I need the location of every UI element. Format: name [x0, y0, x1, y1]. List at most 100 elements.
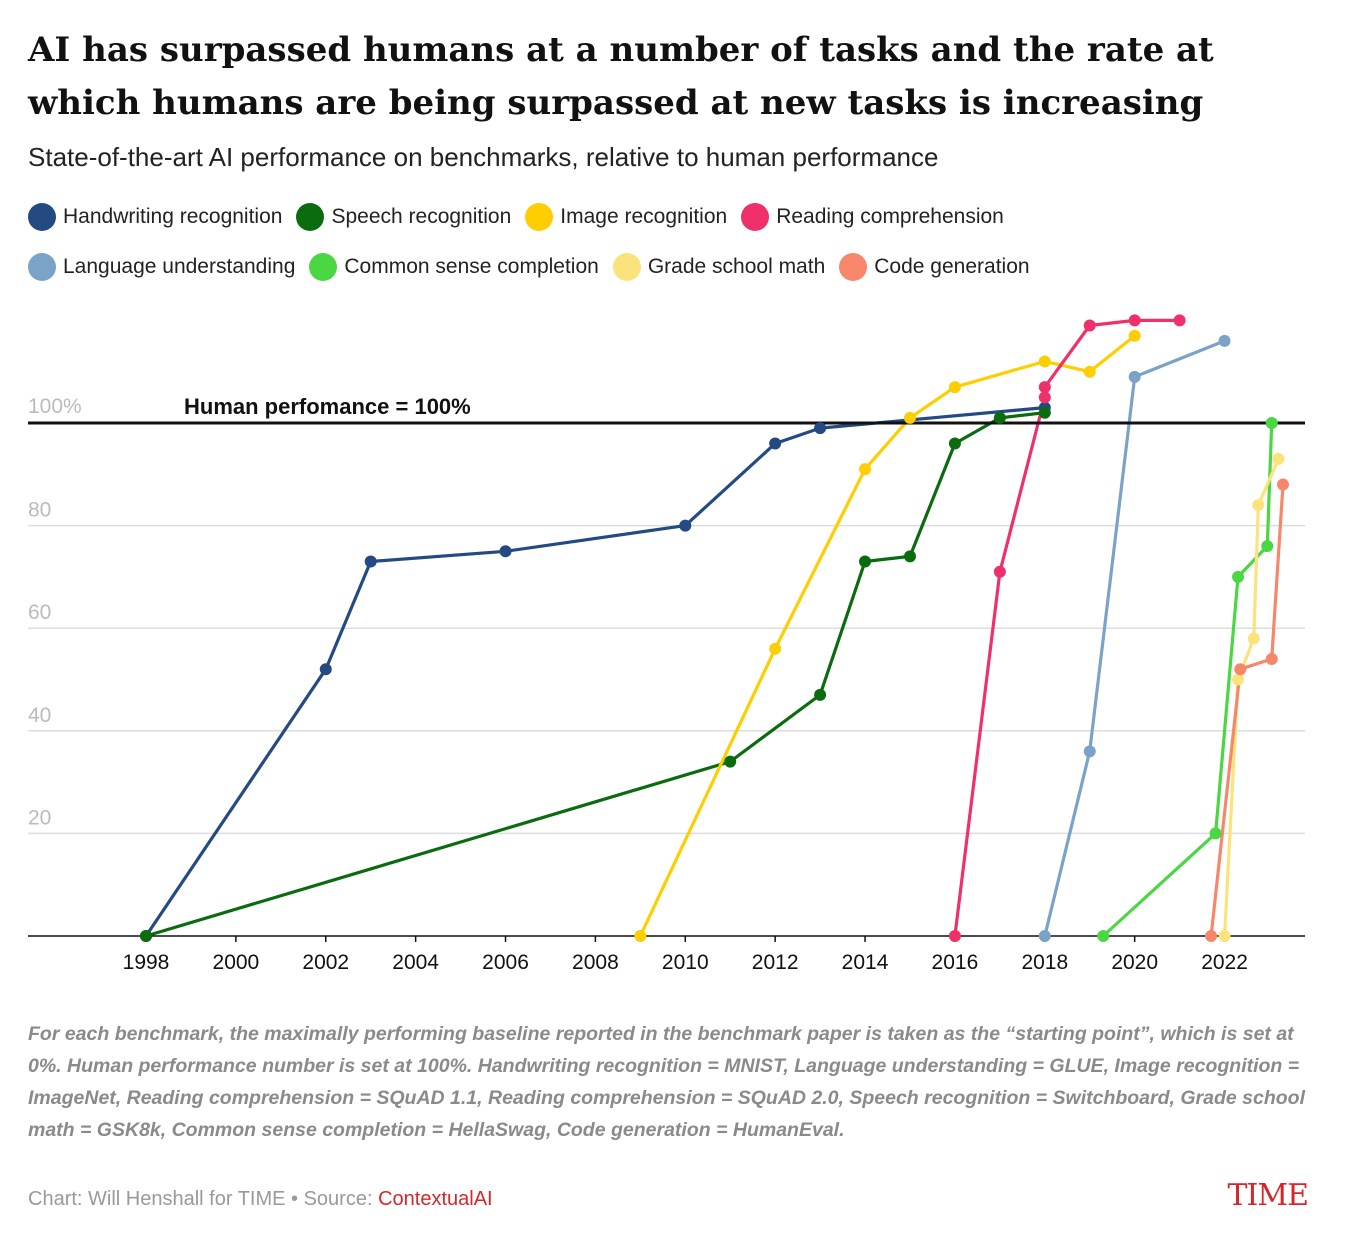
x-tick-label: 2012: [752, 951, 799, 974]
y-tick-label: 60: [28, 601, 51, 624]
data-point: [634, 930, 647, 942]
data-point: [948, 437, 961, 450]
data-point: [1128, 370, 1141, 383]
data-point: [993, 411, 1006, 424]
credit-text: Chart: Will Henshall for TIME • Source:: [28, 1188, 379, 1210]
data-point: [140, 930, 152, 942]
data-point: [1083, 745, 1096, 758]
series-line-6: [1222, 457, 1281, 938]
y-tick-label: 40: [28, 704, 51, 727]
chart-subtitle: State-of-the-art AI performance on bench…: [28, 142, 939, 172]
line-chart: 20 40 60 80 100% 1998 2000 2002 2004 2006 2008 2010…: [28, 314, 1305, 974]
legend-item-commonsense: Common sense completion: [309, 253, 599, 281]
data-point: [1038, 391, 1051, 404]
data-point: [1218, 930, 1231, 942]
y-tick-label-100: 100%: [28, 395, 82, 418]
data-point: [1232, 570, 1245, 583]
x-tick-label: 2010: [662, 951, 709, 974]
legend-label-math: Grade school math: [647, 255, 826, 278]
data-point: [1205, 930, 1218, 942]
chart-credit: Chart: Will Henshall for TIME • Source: …: [28, 1188, 493, 1211]
x-tick-label: 2002: [302, 951, 349, 974]
legend: Handwriting recognition Speech recogniti…: [28, 192, 1328, 292]
legend-swatch-speech: [296, 203, 325, 231]
axis-ticks: 20 40 60 80 100% 1998 2000 2002 2004 2006 2008 2010…: [28, 395, 1248, 974]
data-point: [948, 930, 961, 942]
data-point: [1128, 314, 1141, 327]
series-line-7: [1209, 483, 1285, 938]
data-point: [499, 545, 512, 558]
data-point: [1265, 417, 1278, 429]
series-line-1: [144, 411, 1047, 938]
data-point: [1261, 540, 1274, 553]
methodology-note: For each benchmark, the maximally perfor…: [28, 1023, 1305, 1141]
x-tick-label: 2006: [482, 951, 529, 974]
legend-item-image: Image recognition: [525, 203, 727, 231]
series-line-5: [1101, 421, 1274, 938]
data-point: [1038, 406, 1051, 419]
data-point: [1218, 334, 1231, 347]
x-tick-label: 2008: [572, 951, 619, 974]
series-line-0: [144, 405, 1047, 938]
legend-item-reading: Reading comprehension: [741, 203, 1004, 231]
data-point: [1038, 355, 1051, 368]
data-point: [1173, 314, 1186, 327]
x-tick-label: 2022: [1201, 951, 1248, 974]
x-tick-label: 2004: [392, 951, 439, 974]
data-point: [1232, 673, 1245, 686]
data-point: [364, 555, 377, 568]
legend-item-language: Language understanding: [28, 253, 295, 281]
legend-item-math: Grade school math: [612, 253, 826, 281]
legend-swatch-image: [525, 203, 554, 231]
data-point: [814, 688, 827, 701]
data-point: [859, 463, 872, 476]
legend-label-code: Code generation: [874, 255, 1030, 278]
data-point: [1083, 319, 1096, 332]
legend-swatch-code: [839, 253, 868, 281]
data-point: [859, 555, 872, 568]
data-point: [1128, 329, 1141, 342]
data-point: [1272, 452, 1285, 465]
data-point: [319, 663, 332, 676]
data-point: [1209, 827, 1222, 840]
data-point: [769, 642, 782, 655]
legend-label-language: Language understanding: [63, 255, 296, 278]
legend-item-handwriting: Handwriting recognition: [28, 203, 282, 231]
human-performance-label: Human perfomance = 100%: [184, 394, 471, 419]
series-points: [140, 314, 1289, 942]
data-point: [1276, 478, 1289, 491]
data-point: [769, 437, 782, 450]
reference-line-group: Human perfomance = 100%: [28, 394, 1305, 425]
data-point: [1038, 381, 1051, 394]
series-line-2: [638, 334, 1137, 938]
data-point: [903, 550, 916, 563]
legend-row-2: Language understanding Common sense comp…: [28, 242, 1328, 292]
data-point: [1265, 652, 1278, 665]
legend-swatch-language: [28, 253, 56, 281]
gridlines: [28, 524, 1305, 937]
legend-row-1: Handwriting recognition Speech recogniti…: [28, 192, 1328, 242]
series-line-4: [1043, 339, 1227, 938]
x-tick-label: 2020: [1111, 951, 1158, 974]
x-tick-label: 1998: [123, 951, 170, 974]
legend-swatch-math: [612, 253, 641, 281]
x-tick-label: 2016: [932, 951, 979, 974]
legend-label-image: Image recognition: [560, 205, 728, 228]
legend-swatch-commonsense: [309, 253, 338, 281]
time-logo: TIME: [1227, 1178, 1309, 1213]
legend-label-speech: Speech recognition: [331, 205, 512, 228]
legend-label-commonsense: Common sense completion: [344, 255, 599, 278]
data-point: [1234, 663, 1247, 676]
data-point: [1252, 499, 1265, 512]
x-tick-label: 2000: [213, 951, 260, 974]
data-point: [1097, 930, 1110, 942]
data-point: [679, 519, 692, 532]
data-point: [1247, 632, 1260, 645]
source-link[interactable]: ContextualAI: [378, 1188, 493, 1210]
legend-swatch-reading: [741, 203, 770, 231]
legend-label-reading: Reading comprehension: [776, 205, 1004, 228]
y-tick-label: 80: [28, 499, 51, 522]
data-point: [948, 381, 961, 394]
data-point: [993, 565, 1006, 578]
chart-title: AI has surpassed humans at a number of t…: [28, 30, 1214, 123]
